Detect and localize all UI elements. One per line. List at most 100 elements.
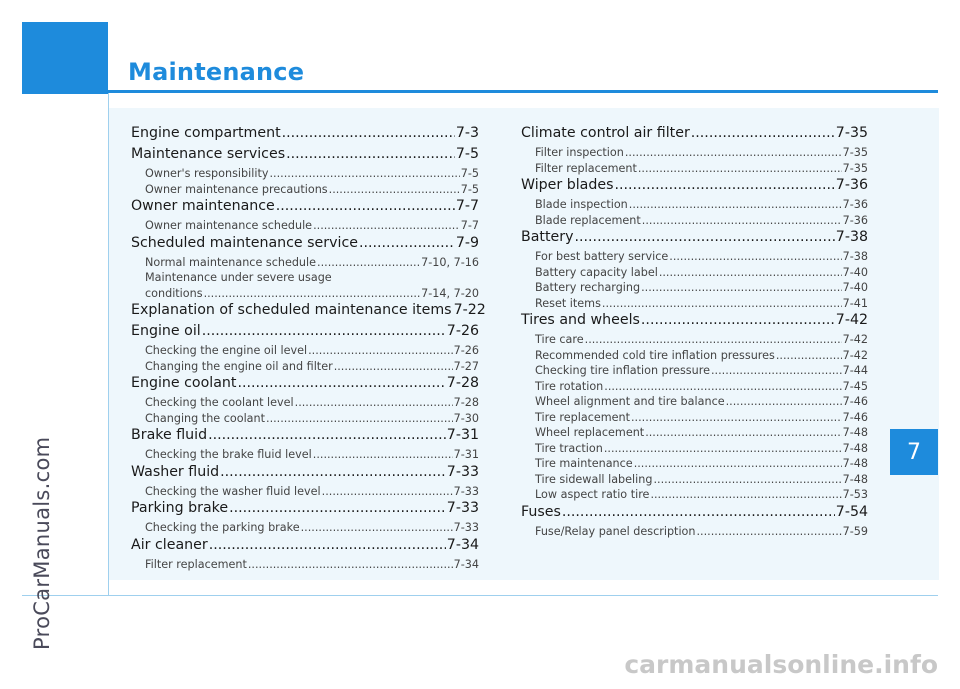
toc-section-entry[interactable]: Scheduled maintenance service 7-9 [131, 235, 479, 256]
toc-entry-page: 7-48 [842, 426, 868, 439]
toc-subsection-entry[interactable]: Owner maintenance schedule 7-7 [131, 219, 479, 235]
toc-entry-label: Climate control air filter [521, 125, 690, 141]
dot-leader [308, 344, 452, 357]
toc-subsection-entry[interactable]: Normal maintenance schedule 7-10, 7-16 [131, 256, 479, 272]
toc-entry-page: 7-54 [835, 503, 868, 520]
toc-entry-label: Filter replacement [145, 557, 247, 571]
toc-entry-page: 7-35 [842, 161, 868, 175]
toc-subsection-entry[interactable]: Checking the coolant level 7-28 [131, 396, 479, 412]
side-watermark: ProCarManuals.com [30, 436, 54, 650]
toc-section-entry[interactable]: Washer fluid 7-33 [131, 464, 479, 485]
toc-section-entry[interactable]: Air cleaner 7-34 [131, 537, 479, 558]
toc-subsection-entry[interactable]: Checking the engine oil level 7-26 [131, 344, 479, 360]
toc-section-entry[interactable]: Engine oil 7-26 [131, 323, 479, 344]
toc-entry-label: Fuses [521, 503, 561, 520]
toc-entry-page: 7-31 [446, 427, 479, 443]
toc-section-entry[interactable]: Owner maintenance 7-7 [131, 198, 479, 219]
dot-leader [602, 297, 842, 310]
toc-subsection-entry[interactable]: Battery recharging 7-40 [521, 281, 868, 297]
toc-entry-page: 7-27 [453, 359, 479, 373]
toc-subsection-entry[interactable]: Wheel replacement 7-48 [521, 426, 868, 442]
toc-subsection-entry[interactable]: Changing the engine oil and filter 7-27 [131, 360, 479, 376]
toc-subsection-entry[interactable]: Checking the brake fluid level 7-31 [131, 448, 479, 464]
toc-entry-label: Maintenance services [131, 146, 286, 162]
toc-section-entry[interactable]: Wiper blades 7-36 [521, 177, 868, 198]
toc-entry-page: 7-36 [842, 198, 868, 211]
toc-section-entry[interactable]: Maintenance services 7-5 [131, 146, 479, 167]
toc-entry-page: 7-41 [842, 296, 868, 310]
toc-entry-label: Checking the engine oil level [145, 344, 308, 357]
toc-subsection-entry[interactable]: Changing the coolant 7-30 [131, 412, 479, 428]
toc-entry-label: Tire replacement [535, 410, 630, 424]
toc-entry-label: Battery capacity label [535, 265, 658, 279]
toc-subsection-entry[interactable]: Tire replacement 7-46 [521, 411, 868, 427]
dot-leader [634, 457, 842, 470]
toc-section-entry[interactable]: Explanation of scheduled maintenance ite… [131, 302, 486, 323]
toc-entry-label: Owner maintenance [131, 198, 275, 214]
toc-subsection-entry[interactable]: Blade replacement 7-36 [521, 214, 868, 230]
toc-subsection-entry[interactable]: Wheel alignment and tire balance 7-46 [521, 395, 868, 411]
toc-entry-label: Engine compartment [131, 125, 281, 141]
toc-subsection-entry[interactable]: Checking the parking brake 7-33 [131, 521, 479, 537]
dot-leader [220, 464, 446, 480]
toc-subsection-entry[interactable]: For best battery service 7-38 [521, 250, 868, 266]
toc-entry-label: Checking the brake fluid level [145, 448, 312, 461]
toc-entry-page: 7-7 [460, 219, 479, 232]
dot-leader [641, 312, 835, 328]
toc-subsection-entry[interactable]: Tire rotation 7-45 [521, 380, 868, 396]
toc-entry-label: Owner's responsibility [145, 167, 269, 180]
dot-leader [266, 412, 453, 425]
toc-subsection-entry[interactable]: Tire maintenance 7-48 [521, 457, 868, 473]
dot-leader [329, 183, 460, 196]
toc-subsection-entry[interactable]: Owner maintenance precautions 7-5 [131, 183, 479, 199]
toc-subsection-entry[interactable]: Low aspect ratio tire 7-53 [521, 488, 868, 504]
dot-leader [317, 256, 420, 269]
toc-section-entry[interactable]: Tires and wheels 7-42 [521, 312, 868, 333]
toc-subsection-entry[interactable]: Filter replacement 7-34 [131, 558, 479, 574]
toc-subsection-entry[interactable]: Battery capacity label 7-40 [521, 266, 868, 282]
toc-entry-page: 7-10, 7-16 [421, 255, 479, 269]
dot-leader [615, 177, 835, 193]
toc-section-entry[interactable]: Battery 7-38 [521, 229, 868, 250]
dot-leader [313, 448, 453, 461]
toc-entry-page: 7-45 [842, 379, 868, 393]
toc-entry-page: 7-40 [842, 265, 868, 279]
toc-section-entry[interactable]: Fuses 7-54 [521, 504, 868, 525]
toc-subsection-entry[interactable]: Fuse/Relay panel description 7-59 [521, 525, 868, 541]
header-accent-block [22, 22, 108, 94]
dot-leader [286, 146, 455, 162]
toc-entry-page: 7-59 [842, 524, 868, 538]
toc-entry-label: Battery [521, 229, 574, 245]
toc-section-entry[interactable]: Climate control air filter 7-35 [521, 125, 868, 146]
toc-entry-page: 7-14, 7-20 [421, 286, 479, 300]
toc-entry-page: 7-26 [453, 344, 479, 357]
toc-entry-page: 7-46 [842, 395, 868, 408]
toc-section-entry[interactable]: Engine compartment 7-3 [131, 125, 479, 146]
toc-subsection-entry[interactable]: Maintenance under severe usage [131, 271, 479, 287]
toc-section-entry[interactable]: Brake fluid 7-31 [131, 427, 479, 448]
bottom-watermark: carmanualsonline.info [624, 650, 938, 679]
toc-subsection-entry[interactable]: Checking the washer fluid level 7-33 [131, 485, 479, 501]
chapter-tab[interactable]: 7 [890, 429, 938, 475]
toc-subsection-entry[interactable]: Checking tire inflation pressure 7-44 [521, 364, 868, 380]
toc-section-entry[interactable]: Engine coolant 7-28 [131, 375, 479, 396]
dot-leader [202, 323, 446, 339]
toc-subsection-entry[interactable]: Owner's responsibility 7-5 [131, 167, 479, 183]
toc-subsection-entry[interactable]: Filter replacement 7-35 [521, 162, 868, 178]
toc-section-entry[interactable]: Parking brake 7-33 [131, 500, 479, 521]
toc-subsection-entry[interactable]: Tire traction 7-48 [521, 442, 868, 458]
toc-subsection-entry[interactable]: Tire sidewall labeling 7-48 [521, 473, 868, 489]
dot-leader [238, 375, 446, 391]
toc-entry-label: Wheel replacement [535, 426, 645, 439]
toc-subsection-entry[interactable]: Blade inspection 7-36 [521, 198, 868, 214]
toc-subsection-entry[interactable]: conditions 7-14, 7-20 [131, 287, 479, 303]
toc-entry-label: Blade replacement [535, 213, 641, 227]
toc-subsection-entry[interactable]: Recommended cold tire inflation pressure… [521, 349, 868, 365]
toc-subsection-entry[interactable]: Tire care 7-42 [521, 333, 868, 349]
toc-subsection-entry[interactable]: Reset items 7-41 [521, 297, 868, 313]
toc-entry-page: 7-44 [842, 364, 868, 377]
toc-entry-label: Brake fluid [131, 427, 208, 443]
toc-entry-label: Owner maintenance precautions [145, 182, 328, 196]
toc-entry-page: 7-38 [842, 250, 868, 263]
toc-subsection-entry[interactable]: Filter inspection 7-35 [521, 146, 868, 162]
